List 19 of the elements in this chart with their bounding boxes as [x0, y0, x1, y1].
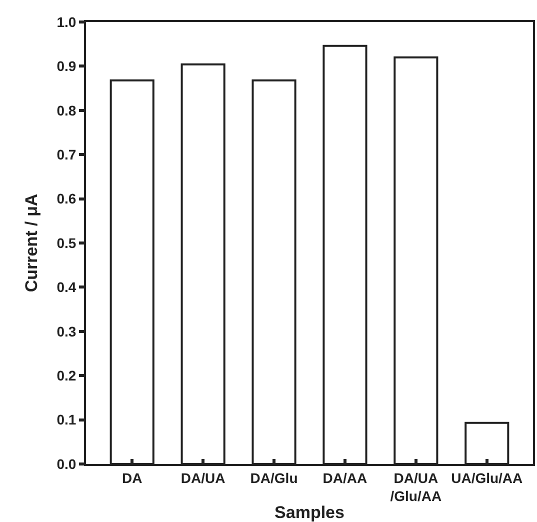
- x-tick-label: DA/AA: [322, 470, 368, 486]
- y-tick-label: 0.2: [56, 368, 76, 384]
- x-tick-label: UA/Glu/AA: [451, 470, 523, 486]
- x-tick-label: DA/Glu: [250, 470, 298, 486]
- y-tick-label: 1.0: [56, 14, 76, 30]
- x-tick-label: DA/UA /Glu/AA: [390, 470, 442, 504]
- y-tick-label: 0.4: [56, 279, 76, 296]
- y-tick-label: 0.9: [56, 58, 76, 74]
- y-tick-label: 0.0: [56, 456, 76, 472]
- x-tick-label: DA/UA: [180, 470, 226, 486]
- y-tick-label: 0.6: [56, 190, 76, 207]
- x-tick-label: DA: [122, 470, 142, 486]
- y-tick-label: 0.5: [56, 234, 76, 251]
- y-tick-label: 0.8: [56, 102, 76, 118]
- y-tick-label: 0.7: [56, 146, 76, 162]
- y-tick-label: 0.3: [56, 323, 76, 340]
- x-axis-title: Samples: [274, 503, 344, 522]
- y-tick-label: 0.1: [56, 412, 76, 428]
- y-axis-title: Current / μA: [22, 194, 41, 292]
